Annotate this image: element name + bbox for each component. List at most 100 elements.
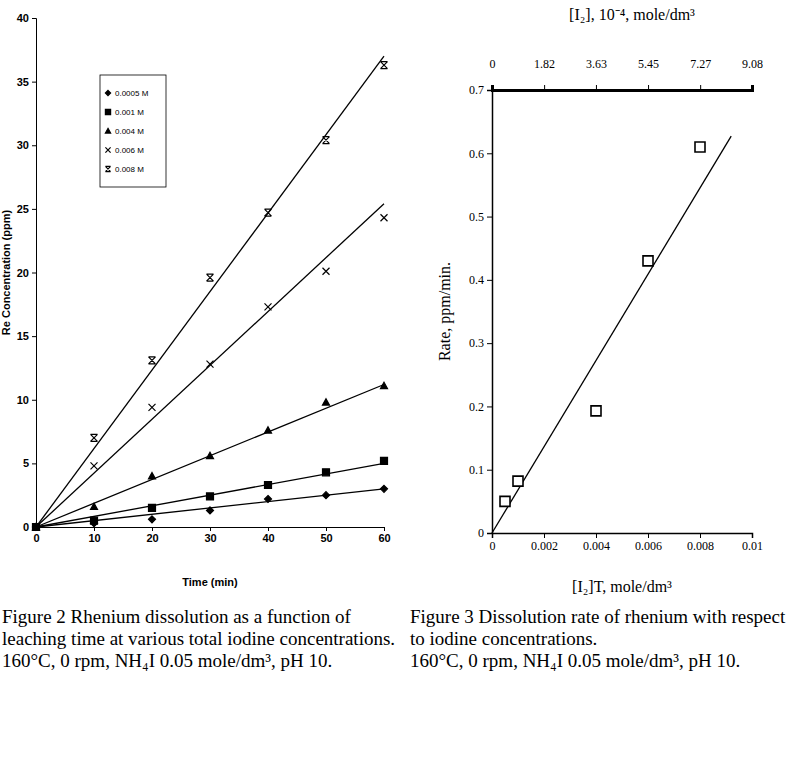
tick-mark — [596, 85, 597, 90]
legend-marker — [105, 147, 110, 152]
point-group — [265, 209, 272, 216]
tick-mark — [32, 145, 36, 146]
legend-label: 0.001 M — [115, 108, 144, 117]
data-point — [513, 476, 523, 486]
tick-label: 25 — [17, 203, 29, 215]
legend-box — [100, 75, 166, 187]
point-group — [207, 452, 214, 458]
tick-mark — [487, 470, 492, 471]
point-group — [149, 516, 156, 523]
tick-label: 30 — [17, 139, 29, 151]
data-point — [33, 524, 40, 531]
tick: 10 — [88, 527, 100, 544]
tick-label: 5.45 — [638, 57, 659, 71]
tick-label: 0.5 — [469, 210, 484, 224]
tick-mark — [32, 463, 36, 464]
legend-entry: 0.006 M — [105, 146, 144, 155]
tick-label: 0.01 — [742, 539, 763, 553]
point-group — [323, 137, 330, 144]
y-axis-title: Rate, ppm/min. — [436, 262, 454, 361]
point-group — [149, 357, 156, 364]
tick: 30 — [204, 527, 216, 544]
x2-axis-line — [493, 85, 753, 91]
chart-fig2: 01020304050600510152025303540Time (min)R… — [0, 12, 391, 588]
x-axis-title: [I₂]T, mole/dm³ — [572, 578, 672, 595]
data-point — [591, 406, 601, 416]
data-point — [381, 457, 388, 464]
fit-line — [492, 136, 731, 533]
point-group — [265, 482, 272, 489]
tick-mark — [752, 533, 753, 538]
caption: Figure 2 Rhenium dissolution as a functi… — [2, 606, 400, 672]
tick-label: 10 — [17, 394, 29, 406]
data-point — [323, 399, 330, 405]
y-axis: 00.10.20.30.40.50.60.7 — [469, 83, 493, 540]
point-group — [207, 361, 214, 368]
legend-marker — [105, 128, 110, 133]
tick-label: 40 — [262, 532, 274, 544]
data-point — [323, 268, 330, 275]
chart-fig3: 00.0020.0040.0060.0080.0101.823.635.457.… — [436, 6, 763, 595]
fit-line — [36, 204, 384, 527]
caption: Figure 3 Dissolution rate of rhenium wit… — [410, 606, 798, 672]
tick-mark — [487, 280, 492, 281]
tick: 25 — [17, 203, 36, 215]
data-point — [381, 214, 388, 221]
tick: 0.5 — [469, 210, 492, 224]
tick-label: 40 — [17, 12, 29, 24]
point-group — [33, 524, 40, 531]
data-point — [33, 524, 40, 530]
tick-label: 35 — [17, 76, 29, 88]
tick-mark — [596, 533, 597, 538]
plot-area — [33, 56, 388, 530]
tick-label: 20 — [17, 267, 29, 279]
tick: 0.002 — [531, 533, 558, 553]
tick-label: 10 — [88, 532, 100, 544]
point-group — [149, 473, 156, 479]
data-point — [265, 209, 272, 216]
data-point — [91, 517, 98, 524]
tick: 35 — [17, 76, 36, 88]
point-group — [33, 524, 40, 531]
point-group — [323, 399, 330, 405]
tick-mark — [487, 343, 492, 344]
tick-label: 5 — [23, 457, 29, 469]
data-point — [323, 492, 330, 499]
data-point — [381, 62, 388, 69]
figure-canvas: 01020304050600510152025303540Time (min)R… — [0, 0, 800, 600]
point-group — [323, 469, 330, 476]
tick: 40 — [17, 12, 36, 24]
point-group — [207, 274, 214, 281]
point-group — [381, 382, 388, 388]
tick-label: 0 — [33, 532, 39, 544]
tick: 30 — [17, 139, 36, 151]
y-axis-line — [32, 19, 37, 528]
tick-mark — [487, 153, 492, 154]
point-group — [265, 496, 272, 503]
tick: 0.1 — [469, 463, 492, 477]
point-group — [149, 504, 156, 511]
tick-mark — [268, 527, 269, 531]
x-axis: 0102030405060 — [33, 527, 390, 544]
point-group — [91, 503, 98, 509]
point-group — [207, 507, 214, 514]
tick: 0.7 — [469, 83, 492, 97]
data-point — [265, 427, 272, 433]
point-group — [149, 404, 156, 411]
tick: 0.01 — [742, 533, 763, 553]
tick: 20 — [17, 267, 36, 279]
point-group — [381, 62, 388, 69]
point-group — [500, 496, 510, 506]
legend-entry: 0.004 M — [105, 127, 144, 136]
legend-marker — [105, 166, 110, 171]
x2-axis-title: [I₂], 10⁻⁴, mole/dm³ — [569, 6, 695, 23]
point-group — [91, 517, 98, 524]
tick: 5 — [23, 457, 36, 469]
tick-mark — [326, 527, 327, 531]
tick-label: 60 — [378, 532, 390, 544]
tick-label: 0.004 — [583, 539, 610, 553]
tick-mark — [487, 533, 492, 534]
tick-label: 0.6 — [469, 147, 484, 161]
tick-label: 1.82 — [534, 57, 555, 71]
data-point — [149, 473, 156, 479]
